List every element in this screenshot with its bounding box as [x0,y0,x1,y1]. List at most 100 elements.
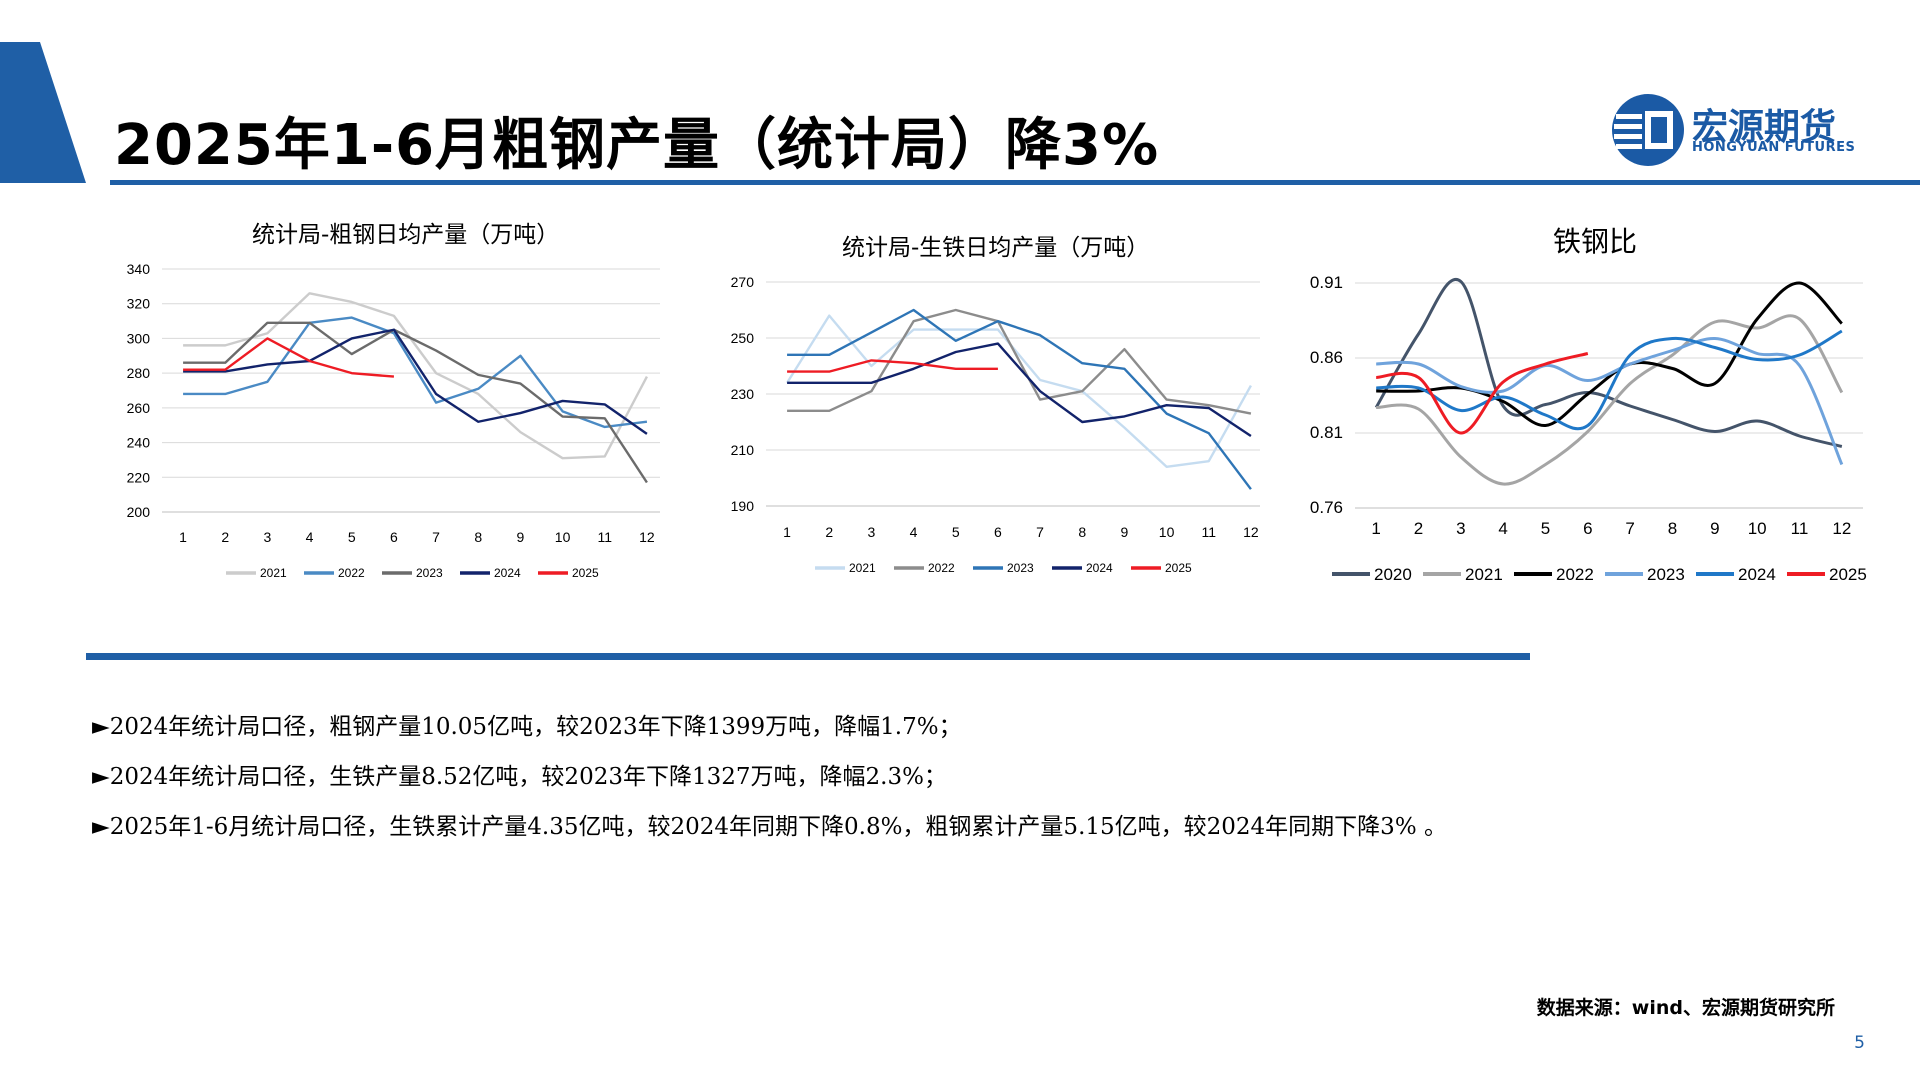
x-tick-label: 1 [1371,519,1380,538]
x-tick-label: 5 [1541,519,1550,538]
x-tick-label: 2 [825,524,833,540]
x-tick-label: 4 [306,529,314,545]
series-line-2025 [787,359,998,373]
bullet-item: ►2025年1-6月统计局口径，生铁累计产量4.35亿吨，较2024年同期下降0… [92,814,1447,840]
y-tick-label: 320 [127,296,151,312]
series-line-2021 [183,292,648,460]
header-blue-tab [0,42,86,183]
x-tick-label: 10 [1748,519,1767,538]
chart3-title: 铁钢比 [1553,225,1638,258]
legend-label: 2024 [1086,561,1113,575]
summary-bullets: ►2024年统计局口径，粗钢产量10.05亿吨，较2023年下降1399万吨，降… [92,702,1447,852]
x-tick-label: 4 [1498,519,1507,538]
y-tick-label: 250 [731,330,755,346]
header-decoration [0,42,1920,185]
series-line-2022 [1376,281,1843,427]
x-tick-label: 3 [868,524,876,540]
y-tick-label: 230 [731,386,755,402]
y-tick-label: 270 [731,274,755,290]
x-tick-label: 9 [1710,519,1719,538]
legend-label: 2024 [1738,565,1776,584]
x-tick-label: 2 [221,529,229,545]
x-tick-label: 6 [390,529,398,545]
legend-label: 2021 [849,561,876,575]
x-tick-label: 11 [1201,524,1216,540]
bullet-item: ►2024年统计局口径，粗钢产量10.05亿吨，较2023年下降1399万吨，降… [92,714,962,740]
x-tick-label: 8 [1078,524,1086,540]
y-tick-label: 340 [127,261,151,277]
x-tick-label: 5 [952,524,960,540]
logo-icon [1612,94,1684,166]
data-source: 数据来源：wind、宏源期货研究所 [1536,997,1835,1019]
x-tick-label: 5 [348,529,356,545]
x-tick-label: 3 [264,529,272,545]
y-tick-label: 300 [127,330,151,346]
y-tick-label: 240 [127,435,151,451]
x-tick-label: 12 [1832,519,1851,538]
legend-label: 2021 [1465,565,1503,584]
x-tick-label: 10 [1159,524,1175,540]
header-underline [110,180,1920,185]
y-tick-label: 0.76 [1310,498,1343,517]
legend-label: 2024 [494,566,521,580]
x-tick-label: 11 [1791,519,1809,538]
page-number: 5 [1854,1033,1865,1053]
y-tick-label: 210 [731,442,755,458]
x-tick-label: 12 [639,529,655,545]
y-tick-label: 190 [731,498,755,514]
x-tick-label: 8 [1668,519,1677,538]
x-tick-label: 4 [910,524,918,540]
series-line-2024 [787,342,1252,437]
x-tick-label: 9 [1121,524,1129,540]
y-tick-label: 0.81 [1310,423,1343,442]
x-tick-label: 11 [597,529,612,545]
chart1-title: 统计局-粗钢日均产量（万吨） [252,222,560,248]
series-line-2022 [183,316,648,429]
y-tick-label: 280 [127,365,151,381]
section-divider [86,653,1530,660]
legend-label: 2021 [260,566,287,580]
series-line-2021 [1376,314,1844,486]
series-line-2023 [183,321,648,484]
logo-subtitle: HONGYUAN FUTURES [1692,140,1856,155]
series-line-2025 [183,337,395,378]
x-tick-label: 2 [1414,519,1423,538]
legend-label: 2025 [572,566,599,580]
y-tick-label: 220 [127,469,151,485]
series-line-2022 [787,308,1252,415]
logo-text: 宏源期货 [1692,107,1837,148]
x-tick-label: 7 [1625,519,1634,538]
series-line-2021 [786,314,1252,468]
legend-label: 2023 [1007,561,1034,575]
series-line-2024 [1376,329,1843,431]
legend-label: 2025 [1829,565,1867,584]
series-line-2023 [787,308,1252,490]
series-line-2023 [1376,336,1844,466]
chart2-title: 统计局-生铁日均产量（万吨） [842,235,1150,261]
legend-label: 2022 [928,561,955,575]
x-tick-label: 10 [555,529,571,545]
legend-label: 2022 [338,566,365,580]
legend-label: 2023 [416,566,443,580]
y-tick-label: 0.86 [1310,348,1343,367]
legend-label: 2022 [1556,565,1594,584]
x-tick-label: 8 [474,529,482,545]
x-tick-label: 1 [783,524,791,540]
x-tick-label: 12 [1243,524,1259,540]
x-tick-label: 6 [994,524,1002,540]
x-tick-label: 1 [179,529,187,545]
series-line-2024 [183,328,648,435]
y-tick-label: 200 [127,504,151,520]
legend-label: 2023 [1647,565,1685,584]
page-title: 2025年1-6月粗钢产量（统计局）降3% [114,113,1160,178]
x-tick-label: 9 [517,529,525,545]
x-tick-label: 7 [1036,524,1044,540]
y-tick-label: 0.91 [1310,273,1343,292]
legend-label: 2025 [1165,561,1192,575]
bullet-item: ►2024年统计局口径，生铁产量8.52亿吨，较2023年下降1327万吨，降幅… [92,764,947,790]
x-tick-label: 6 [1583,519,1592,538]
y-tick-label: 260 [127,400,151,416]
